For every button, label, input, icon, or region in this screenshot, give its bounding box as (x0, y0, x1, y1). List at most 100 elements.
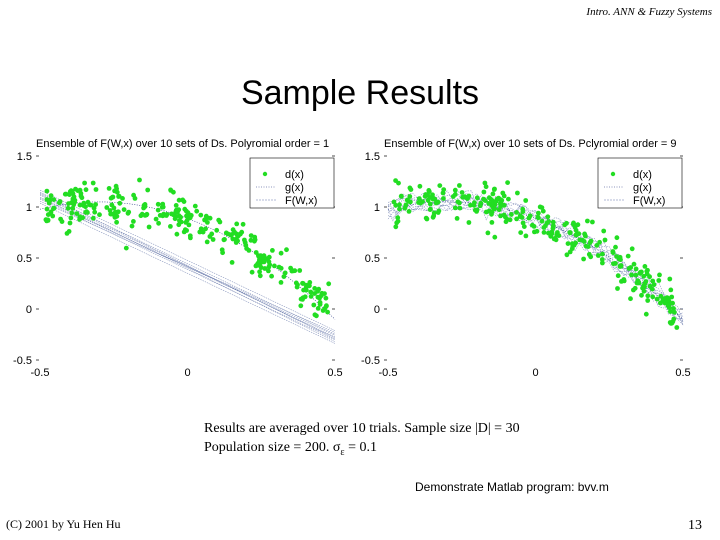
data-point (423, 192, 429, 197)
data-point (324, 303, 329, 309)
data-point (83, 187, 89, 193)
data-point (650, 294, 656, 300)
data-point (92, 209, 98, 215)
data-point (312, 312, 318, 318)
data-point (276, 264, 282, 270)
data-point (595, 253, 601, 258)
data-point (501, 193, 507, 199)
data-point (583, 233, 588, 239)
data-point (601, 228, 607, 234)
data-point (450, 194, 456, 199)
data-point (654, 296, 660, 302)
ensemble-fit-line (39, 192, 336, 335)
data-point (155, 207, 161, 213)
data-point (455, 199, 461, 205)
data-point (229, 260, 235, 265)
y-tick-label: -0.5 (361, 355, 380, 367)
legend-label: g(x) (633, 182, 652, 194)
data-point (256, 254, 262, 259)
data-point (441, 187, 447, 192)
data-point (583, 243, 589, 249)
data-point (514, 216, 519, 222)
data-point (281, 274, 287, 279)
page-number: 13 (688, 518, 702, 533)
data-point (629, 272, 634, 278)
y-tick-label: 1 (374, 202, 380, 214)
data-point (616, 256, 622, 262)
data-point (51, 206, 56, 212)
data-point (417, 183, 423, 189)
data-point (221, 237, 227, 243)
data-point (261, 253, 267, 259)
data-point (320, 308, 326, 313)
data-point (657, 272, 662, 278)
data-point (44, 206, 50, 212)
data-point (210, 237, 216, 242)
data-point (408, 187, 414, 192)
data-point (142, 204, 148, 209)
data-point (164, 212, 170, 217)
data-point (97, 212, 102, 218)
data-point (295, 282, 300, 288)
data-point (615, 273, 621, 279)
data-point (125, 210, 131, 216)
data-point (178, 219, 184, 225)
data-point (91, 205, 97, 211)
data-point (639, 292, 644, 298)
data-point (435, 210, 441, 215)
data-point (73, 186, 78, 192)
data-point (153, 216, 159, 222)
data-point (120, 196, 125, 201)
legend-box (597, 157, 683, 209)
data-point (588, 254, 594, 260)
data-point (312, 286, 318, 291)
data-point (573, 240, 578, 246)
data-point (428, 206, 433, 212)
data-point (156, 220, 162, 226)
data-point (244, 246, 250, 251)
data-point (602, 237, 608, 243)
data-point (671, 316, 677, 322)
data-point (670, 300, 675, 306)
data-point (575, 222, 581, 228)
data-point (514, 210, 519, 215)
x-tick-label: 0.5 (675, 367, 690, 379)
data-point (67, 220, 73, 226)
data-point (45, 218, 51, 223)
data-point (261, 259, 267, 265)
chart-order-1: Ensemble of F(W,x) over 10 sets of Ds. P… (10, 134, 355, 380)
data-point (656, 278, 662, 283)
data-point (114, 219, 119, 225)
data-point (88, 202, 94, 208)
data-point (187, 233, 193, 239)
legend-dot-marker (610, 171, 616, 177)
data-point (107, 208, 113, 213)
data-point (317, 302, 323, 307)
data-point (319, 290, 325, 296)
data-point (262, 266, 268, 271)
ensemble-fit-line (39, 198, 336, 341)
legend-label: d(x) (633, 169, 652, 181)
data-point (155, 201, 161, 207)
data-point (581, 256, 586, 262)
data-point (173, 203, 179, 208)
data-point (540, 208, 546, 214)
data-point (498, 213, 503, 219)
data-point (111, 205, 117, 211)
data-point (184, 228, 190, 233)
data-point (117, 200, 123, 206)
data-point (618, 263, 624, 269)
data-point (121, 207, 127, 212)
data-point (614, 235, 620, 241)
data-point (204, 239, 210, 245)
data-point (423, 215, 429, 221)
data-point (300, 281, 306, 286)
data-point (521, 224, 527, 229)
data-point (535, 214, 541, 220)
data-point (397, 206, 402, 212)
data-point (506, 196, 511, 202)
y-tick-label: 0.5 (365, 253, 380, 265)
data-point (628, 296, 633, 302)
ensemble-fit-line (39, 189, 336, 331)
data-point (395, 215, 401, 221)
